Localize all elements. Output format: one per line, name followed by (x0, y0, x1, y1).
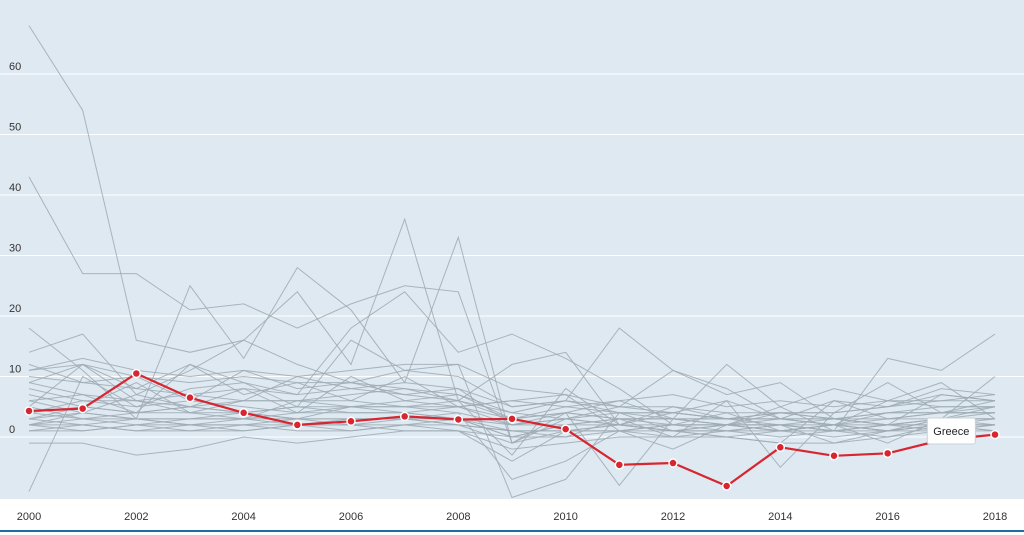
highlight-point[interactable] (829, 451, 839, 461)
gridlines (0, 73, 1024, 438)
x-axis-ticks: 2000 2002 2004 2006 2008 2010 2012 2014 2016 2018 (17, 511, 1007, 523)
x-tick-label: 2018 (983, 511, 1007, 523)
tooltip-box (926, 417, 976, 445)
highlight-point[interactable] (24, 406, 34, 416)
highlight-point[interactable] (399, 411, 410, 422)
background-series-group (28, 25, 996, 499)
highlight-point[interactable] (507, 414, 517, 424)
tooltip-label: Greece (933, 426, 969, 438)
y-tick-label: 20 (9, 303, 21, 315)
highlight-point[interactable] (668, 458, 678, 468)
y-tick-label: 0 (9, 424, 15, 436)
x-tick-label: 2004 (231, 511, 255, 523)
y-axis-ticks: 0 10 20 30 40 50 60 (9, 61, 21, 436)
highlight-series-group[interactable] (24, 368, 1000, 491)
highlight-point[interactable] (560, 424, 571, 434)
x-tick-label: 2012 (661, 511, 685, 523)
background-series-line (28, 412, 995, 438)
series-tooltip: Greece (926, 417, 976, 445)
highlight-point[interactable] (990, 429, 1000, 440)
highlight-point[interactable] (238, 408, 249, 418)
plot-background (0, 0, 1024, 499)
x-tick-label: 2010 (553, 511, 577, 523)
highlight-point[interactable] (292, 420, 303, 430)
background-series-line (29, 424, 996, 456)
x-tick-label: 2008 (446, 511, 470, 523)
highlight-point[interactable] (185, 392, 195, 403)
y-tick-label: 40 (9, 182, 21, 194)
x-tick-label: 2006 (339, 511, 363, 523)
highlight-point[interactable] (77, 403, 88, 414)
x-tick-label: 2016 (875, 511, 899, 523)
y-tick-label: 10 (9, 364, 21, 376)
background-series-line (29, 424, 995, 462)
highlight-point[interactable] (614, 460, 625, 470)
highlight-point[interactable] (882, 448, 893, 459)
background-series-line (28, 400, 995, 420)
highlight-point[interactable] (131, 368, 142, 379)
background-series-line (29, 418, 995, 432)
y-tick-label: 50 (9, 122, 21, 134)
highlight-point[interactable] (346, 416, 356, 427)
x-tick-label: 2014 (768, 511, 792, 523)
x-tick-label: 2000 (17, 511, 41, 523)
background-series-line (28, 357, 996, 414)
highlight-point[interactable] (453, 414, 464, 425)
highlight-point[interactable] (721, 481, 732, 491)
y-tick-label: 60 (9, 61, 21, 73)
y-tick-label: 30 (9, 243, 21, 255)
highlight-point[interactable] (775, 442, 786, 453)
x-tick-label: 2002 (124, 511, 148, 523)
